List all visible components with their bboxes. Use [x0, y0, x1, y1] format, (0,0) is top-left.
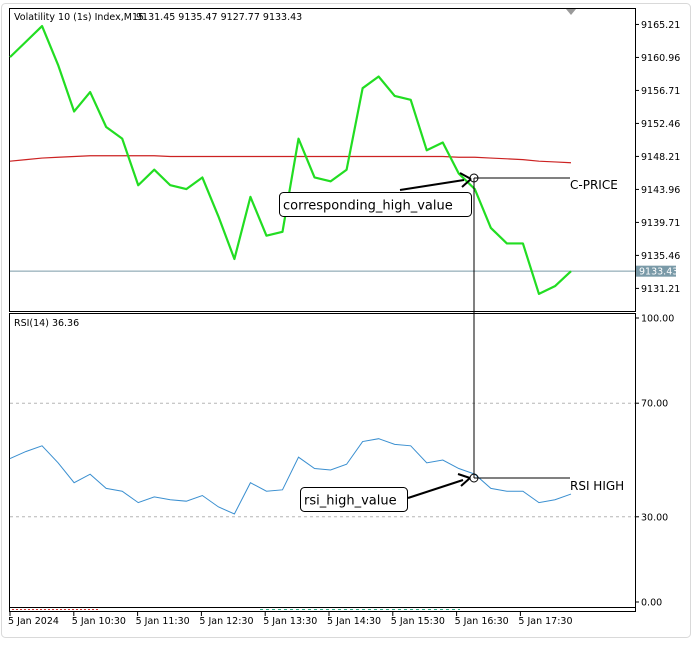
- time-tick-label: 5 Jan 12:30: [199, 616, 253, 627]
- price-tick-label: 9160.96: [641, 53, 680, 64]
- rsi-arrowhead-icon: [457, 473, 471, 487]
- indicator-strip: [9, 607, 636, 612]
- price-tick-label: 9148.21: [641, 152, 680, 163]
- scroll-marker-icon[interactable]: [566, 9, 576, 15]
- price-tick-label: 9143.96: [641, 185, 680, 196]
- rsi-tick-label: 100.00: [641, 314, 674, 325]
- time-tick-label: 5 Jan 17:30: [518, 616, 572, 627]
- corresponding-high-value-text: corresponding_high_value: [283, 199, 453, 214]
- price-tick-label: 9135.46: [641, 251, 680, 262]
- rsi-high-label: RSI HIGH: [570, 479, 624, 493]
- price-panel[interactable]: 9165.21 9160.96 9156.71 9152.46 9148.21 9143.…: [9, 8, 681, 312]
- rsi-high-value-box[interactable]: [300, 487, 408, 512]
- rsi-tick-label: 30.00: [641, 512, 668, 523]
- price-plot-border: [9, 8, 636, 312]
- chart-symbol-header: Volatility 10 (1s) Index,M15: [14, 12, 144, 23]
- c-price-label: C-PRICE: [570, 178, 618, 192]
- price-tick-label: 9156.71: [641, 86, 680, 97]
- rsi-levels: [10, 402, 635, 518]
- time-tick-label: 5 Jan 13:30: [263, 616, 317, 627]
- price-tick-label: 9131.21: [641, 284, 680, 295]
- current-price-label: 9133.43: [639, 267, 678, 278]
- rsi-tick-label: 70.00: [641, 399, 668, 410]
- time-tick-label: 5 Jan 16:30: [455, 616, 509, 627]
- moving-average-line: [9, 155, 572, 164]
- price-axis: 9165.21 9160.96 9156.71 9152.46 9148.21 9143.…: [635, 20, 680, 295]
- price-line: [9, 24, 572, 296]
- price-tick-label: 9152.46: [641, 119, 680, 130]
- time-tick-label: 5 Jan 11:30: [136, 616, 190, 627]
- ohlc-readout: 9131.45 9135.47 9127.77 9133.43: [136, 12, 302, 23]
- time-tick-label: 5 Jan 2024: [8, 616, 59, 627]
- rsi-panel[interactable]: 100.00 70.00 30.00 0.00 RSI(14) 36.36: [9, 313, 675, 609]
- rsi-high-value-text: rsi_high_value: [304, 494, 397, 509]
- annotations: C-PRICE RSI HIGH corresponding_high_valu…: [279, 172, 624, 512]
- rsi-plot-border: [9, 313, 636, 608]
- corresponding-arrowhead-icon: [459, 172, 472, 188]
- corresponding-arrow-line: [399, 179, 465, 191]
- rsi-header: RSI(14) 36.36: [14, 318, 79, 329]
- rsi-tick-label: 0.00: [641, 598, 662, 609]
- time-axis: 5 Jan 2024 5 Jan 10:30 5 Jan 11:30 5 Jan 12…: [8, 612, 573, 627]
- time-tick-label: 5 Jan 10:30: [72, 616, 126, 627]
- time-tick-label: 5 Jan 14:30: [327, 616, 381, 627]
- corresponding-high-value-box[interactable]: [279, 192, 472, 217]
- rsi-axis: 100.00 70.00 30.00 0.00: [635, 314, 674, 609]
- current-price-badge: [636, 265, 676, 277]
- price-tick-label: 9139.71: [641, 218, 680, 229]
- price-tick-label: 9165.21: [641, 20, 680, 31]
- time-tick-label: 5 Jan 15:30: [391, 616, 445, 627]
- rsi-arrow-line: [407, 479, 464, 499]
